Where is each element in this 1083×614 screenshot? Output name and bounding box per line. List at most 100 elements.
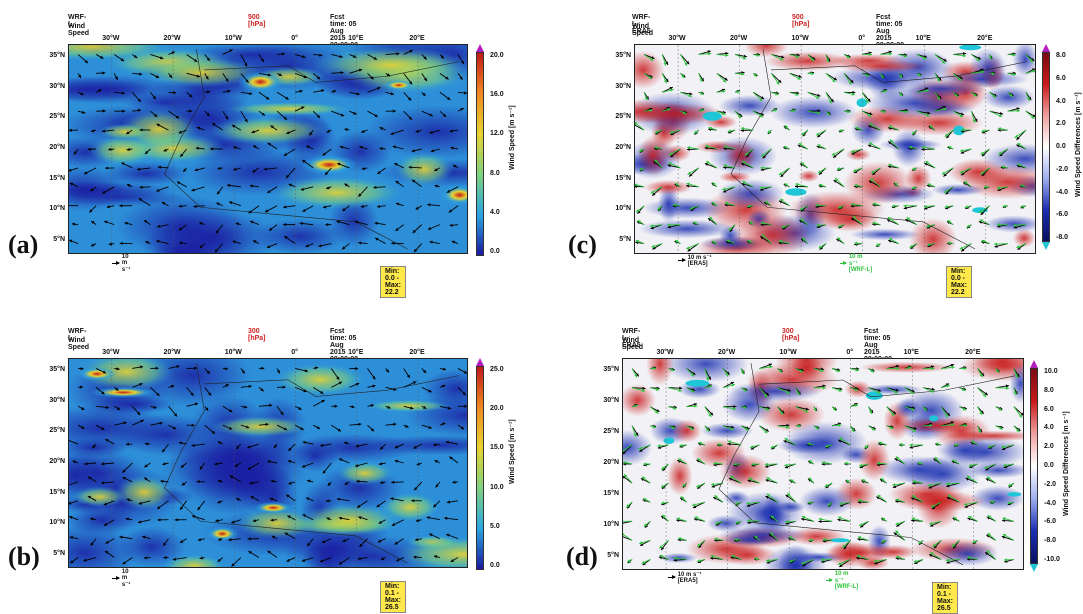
panel-c-ref-arrow-wrf: 10 m s⁻¹ [WRF-L] — [840, 254, 873, 273]
colorbar-tick: 8.0 — [1056, 52, 1066, 59]
lat-label: 30°N — [35, 397, 65, 404]
lon-label: 10°E — [916, 35, 931, 42]
panel-d-ref-arrow-wrf: 10 m s⁻¹ [WRF-L] — [826, 571, 859, 590]
panel-c-letter: (c) — [568, 230, 597, 260]
colorbar-extend-max — [476, 358, 484, 366]
lat-label: 15°N — [35, 175, 65, 182]
colorbar-tick: -2.0 — [1056, 166, 1068, 173]
lon-label: 0° — [291, 349, 298, 356]
lat-label: 20°N — [35, 144, 65, 151]
lat-label: 35°N — [35, 366, 65, 373]
panel-d-ref-arrow-era5: 10 m s⁻¹ [ERA5] — [668, 571, 703, 584]
colorbar-tick: 8.0 — [490, 170, 500, 177]
lon-label: 10°W — [225, 349, 242, 356]
colorbar-tick: 16.0 — [490, 91, 504, 98]
panel-a-ref-arrow: 10 m s⁻¹ — [112, 254, 136, 273]
colorbar-tick: 2.0 — [1056, 120, 1066, 127]
colorbar-extend-min — [1042, 242, 1050, 250]
panel-b-subtitle: Wind Speed — [68, 337, 89, 351]
lat-label: 5°N — [35, 550, 65, 557]
lat-label: 15°N — [601, 175, 631, 182]
lat-label: 5°N — [601, 236, 631, 243]
lon-label: 30°W — [102, 35, 119, 42]
colorbar-label: Wind Speed Differences [m s⁻¹] — [1062, 411, 1070, 516]
map-field — [69, 359, 467, 567]
lon-label: 30°W — [668, 35, 685, 42]
panel-b-map — [68, 358, 468, 568]
lat-label: 15°N — [35, 489, 65, 496]
colorbar-gradient — [476, 366, 484, 570]
colorbar-tick: -4.0 — [1044, 500, 1056, 507]
colorbar-gradient — [1030, 368, 1038, 564]
lon-label: 20°E — [965, 349, 980, 356]
colorbar-label: Wind Speed Differences [m s⁻¹] — [1074, 92, 1082, 197]
lon-label: 20°E — [409, 349, 424, 356]
lat-label: 20°N — [601, 144, 631, 151]
lat-label: 25°N — [589, 428, 619, 435]
lon-label: 20°W — [163, 35, 180, 42]
colorbar-tick: 6.0 — [1056, 75, 1066, 82]
map-field — [623, 359, 1023, 569]
colorbar-tick: 12.0 — [490, 130, 504, 137]
colorbar-tick: 0.0 — [1044, 462, 1054, 469]
lon-label: 0° — [858, 35, 865, 42]
colorbar-tick: -6.0 — [1044, 518, 1056, 525]
lon-label: 10°W — [792, 35, 809, 42]
panel-c-minmax: Min: 0.0 - Max: 22.2 — [946, 266, 972, 298]
lon-label: 20°W — [730, 35, 747, 42]
colorbar-extend-min — [1030, 564, 1038, 572]
colorbar-tick: 4.0 — [490, 209, 500, 216]
lat-label: 5°N — [589, 552, 619, 559]
lon-label: 10°E — [348, 35, 363, 42]
lat-label: 10°N — [589, 521, 619, 528]
panel-c-ref-arrow-era5: 10 m s⁻¹ [ERA5] — [678, 254, 713, 267]
colorbar-tick: -8.0 — [1056, 234, 1068, 241]
lat-label: 35°N — [589, 366, 619, 373]
lon-label: 10°E — [904, 349, 919, 356]
colorbar-tick: -6.0 — [1056, 211, 1068, 218]
colorbar-gradient — [1042, 52, 1050, 242]
lat-label: 10°N — [601, 205, 631, 212]
panel-b-letter: (b) — [8, 542, 40, 572]
colorbar-tick: 8.0 — [1044, 387, 1054, 394]
colorbar-tick: 10.0 — [1044, 368, 1058, 375]
colorbar-tick: 0.0 — [1056, 143, 1066, 150]
panel-d-minmax: Min: 0.1 - Max: 26.5 — [932, 582, 958, 614]
panel-a-map — [68, 44, 468, 254]
colorbar-tick: 4.0 — [1044, 424, 1054, 431]
lat-label: 35°N — [35, 52, 65, 59]
lat-label: 5°N — [35, 236, 65, 243]
colorbar-label: Wind Speed [m s⁻¹] — [508, 105, 516, 170]
lon-label: 10°E — [348, 349, 363, 356]
lon-label: 20°E — [409, 35, 424, 42]
lon-label: 30°W — [102, 349, 119, 356]
lat-label: 25°N — [35, 113, 65, 120]
lon-label: 20°W — [163, 349, 180, 356]
lon-label: 20°W — [718, 349, 735, 356]
colorbar-tick: 20.0 — [490, 405, 504, 412]
panel-a-subtitle: Wind Speed — [68, 23, 89, 37]
colorbar-tick: 5.0 — [490, 523, 500, 530]
lat-label: 10°N — [35, 519, 65, 526]
panel-a-letter: (a) — [8, 230, 38, 260]
panel-d-level: 300 [hPa] — [782, 328, 800, 342]
lat-label: 25°N — [35, 427, 65, 434]
panel-d-subtitle: Wind Speed — [622, 337, 643, 351]
panel-b-level: 300 [hPa] — [248, 328, 266, 342]
lat-label: 10°N — [35, 205, 65, 212]
lat-label: 30°N — [35, 83, 65, 90]
lat-label: 15°N — [589, 490, 619, 497]
lon-label: 10°W — [780, 349, 797, 356]
colorbar-tick: -2.0 — [1044, 481, 1056, 488]
colorbar-tick: 15.0 — [490, 444, 504, 451]
colorbar-tick: -10.0 — [1044, 556, 1060, 563]
colorbar-tick: -8.0 — [1044, 537, 1056, 544]
colorbar-tick: 6.0 — [1044, 406, 1054, 413]
lat-label: 30°N — [589, 397, 619, 404]
lat-label: 20°N — [589, 459, 619, 466]
lon-label: 10°W — [225, 35, 242, 42]
lat-label: 30°N — [601, 83, 631, 90]
